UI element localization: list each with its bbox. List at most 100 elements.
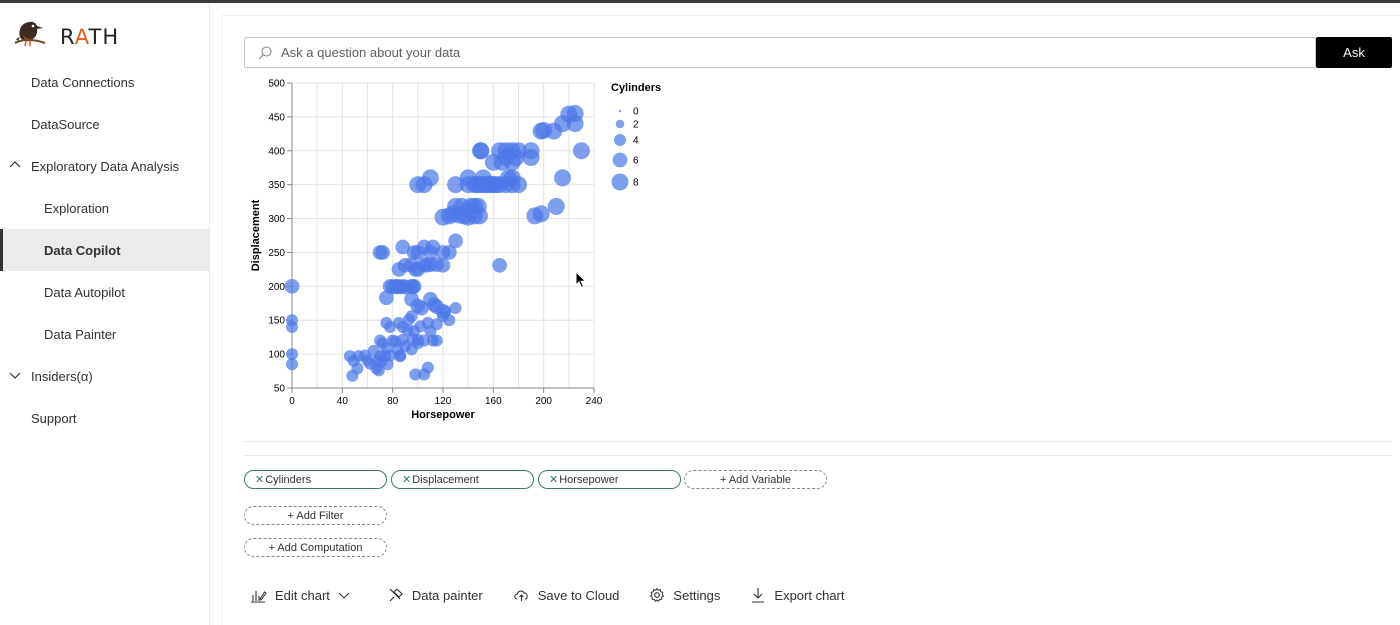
data-painter-button[interactable]: Data painter bbox=[388, 587, 483, 603]
search-icon bbox=[258, 45, 272, 59]
legend-symbol bbox=[612, 152, 628, 168]
data-point bbox=[404, 291, 419, 307]
chevron-down-icon bbox=[9, 372, 21, 379]
sidebar-item-label: Data Painter bbox=[44, 326, 117, 342]
add-filter-button[interactable]: + Add Filter bbox=[244, 506, 387, 525]
data-point bbox=[566, 115, 584, 133]
y-tick-label: 450 bbox=[268, 112, 285, 123]
export-chart-button[interactable]: Export chart bbox=[750, 587, 845, 603]
add-variable-button[interactable]: + Add Variable bbox=[684, 470, 827, 489]
cloud-upload-icon bbox=[514, 590, 528, 601]
data-point bbox=[409, 368, 422, 381]
data-point bbox=[351, 362, 364, 375]
sidebar-item-data-painter[interactable]: Data Painter bbox=[0, 313, 210, 355]
data-point bbox=[547, 197, 565, 215]
chip-label: Horsepower bbox=[559, 473, 619, 486]
data-point bbox=[435, 257, 451, 273]
data-point bbox=[395, 239, 411, 255]
data-point bbox=[285, 320, 299, 334]
sidebar-item-data-copilot[interactable]: Data Copilot bbox=[0, 229, 210, 271]
chart-toolbar: Edit chart Data painter Save to Cloud Se… bbox=[250, 583, 875, 607]
data-point bbox=[554, 169, 572, 187]
x-tick-label: 0 bbox=[289, 396, 295, 407]
y-tick-label: 500 bbox=[268, 79, 285, 90]
chevron-down-icon bbox=[338, 592, 350, 599]
sidebar-item-data-connections[interactable]: Data Connections bbox=[0, 61, 210, 103]
remove-field-icon[interactable]: ✕ bbox=[549, 474, 559, 486]
sidebar-item-label: Data Copilot bbox=[44, 242, 121, 258]
download-icon bbox=[752, 588, 765, 603]
data-point bbox=[435, 304, 451, 319]
save-to-cloud-button[interactable]: Save to Cloud bbox=[513, 587, 620, 603]
button-label: + Add Computation bbox=[268, 541, 363, 554]
sidebar-item-insiders[interactable]: Insiders(α) bbox=[0, 355, 210, 397]
rath-bird-logo-icon bbox=[12, 17, 48, 56]
data-point bbox=[441, 245, 457, 260]
x-tick-label: 120 bbox=[435, 396, 452, 407]
chip-label: Displacement bbox=[412, 473, 479, 486]
field-chip-horsepower[interactable]: ✕ Horsepower bbox=[538, 470, 681, 489]
edit-chart-icon bbox=[251, 591, 267, 603]
divider bbox=[244, 455, 1392, 456]
search-input[interactable] bbox=[281, 45, 1281, 60]
legend-label: 4 bbox=[633, 136, 639, 147]
data-point bbox=[430, 318, 443, 331]
data-point bbox=[470, 207, 488, 225]
sidebar-item-exploration[interactable]: Exploration bbox=[0, 187, 210, 229]
settings-button[interactable]: Settings bbox=[649, 587, 720, 603]
tool-label: Save to Cloud bbox=[537, 587, 620, 603]
edit-chart-button[interactable]: Edit chart bbox=[250, 587, 358, 603]
sidebar-item-exploratory-data-analysis[interactable]: Exploratory Data Analysis bbox=[0, 145, 210, 187]
data-point bbox=[430, 334, 443, 347]
sidebar: RATH Data Connections DataSource Explora… bbox=[0, 3, 210, 625]
data-point bbox=[411, 337, 424, 350]
tool-label: Export chart bbox=[774, 587, 845, 603]
data-point bbox=[535, 121, 553, 139]
sidebar-item-label: Data Autopilot bbox=[44, 284, 125, 300]
data-point bbox=[421, 169, 439, 187]
data-point bbox=[375, 245, 390, 260]
legend-symbol bbox=[615, 119, 625, 129]
y-tick-label: 400 bbox=[268, 146, 285, 157]
divider bbox=[244, 441, 1392, 442]
ask-button[interactable]: Ask bbox=[1316, 37, 1392, 68]
legend-title: Cylinders bbox=[611, 82, 661, 94]
add-computation-button[interactable]: + Add Computation bbox=[244, 538, 387, 557]
sidebar-item-label: Insiders(α) bbox=[31, 368, 93, 384]
search-box[interactable] bbox=[244, 37, 1316, 68]
chip-label: Cylinders bbox=[265, 473, 312, 486]
data-point bbox=[472, 142, 490, 160]
app-name: RATH bbox=[60, 24, 120, 49]
chevron-up-icon bbox=[9, 161, 21, 168]
x-tick-label: 240 bbox=[586, 396, 603, 407]
field-chip-cylinders[interactable]: ✕ Cylinders bbox=[244, 470, 387, 489]
legend-symbol bbox=[611, 173, 629, 191]
sidebar-item-label: Data Connections bbox=[31, 74, 135, 90]
legend-symbol bbox=[618, 109, 622, 113]
data-point bbox=[447, 176, 465, 194]
data-point bbox=[406, 278, 422, 294]
sidebar-item-label: Exploratory Data Analysis bbox=[31, 158, 180, 174]
sidebar-item-data-autopilot[interactable]: Data Autopilot bbox=[0, 271, 210, 313]
legend-symbol bbox=[613, 133, 627, 147]
data-point bbox=[379, 290, 394, 306]
brand[interactable]: RATH bbox=[12, 17, 119, 56]
field-chip-displacement[interactable]: ✕ Displacement bbox=[391, 470, 534, 489]
y-tick-label: 300 bbox=[268, 214, 285, 225]
data-point bbox=[421, 361, 434, 374]
remove-field-icon[interactable]: ✕ bbox=[402, 474, 412, 486]
remove-field-icon[interactable]: ✕ bbox=[255, 474, 265, 486]
sidebar-item-datasource[interactable]: DataSource bbox=[0, 103, 210, 145]
data-point bbox=[394, 350, 407, 363]
y-tick-label: 200 bbox=[268, 282, 285, 293]
y-axis-title: Displacement bbox=[250, 199, 262, 271]
sidebar-item-support[interactable]: Support bbox=[0, 397, 210, 439]
data-point bbox=[572, 142, 590, 160]
data-point bbox=[448, 233, 463, 249]
data-point bbox=[285, 358, 299, 371]
data-point bbox=[449, 302, 462, 315]
data-point bbox=[532, 205, 550, 223]
x-tick-label: 80 bbox=[387, 396, 399, 407]
x-axis-title: Horsepower bbox=[411, 409, 475, 421]
tool-label: Edit chart bbox=[275, 587, 330, 603]
